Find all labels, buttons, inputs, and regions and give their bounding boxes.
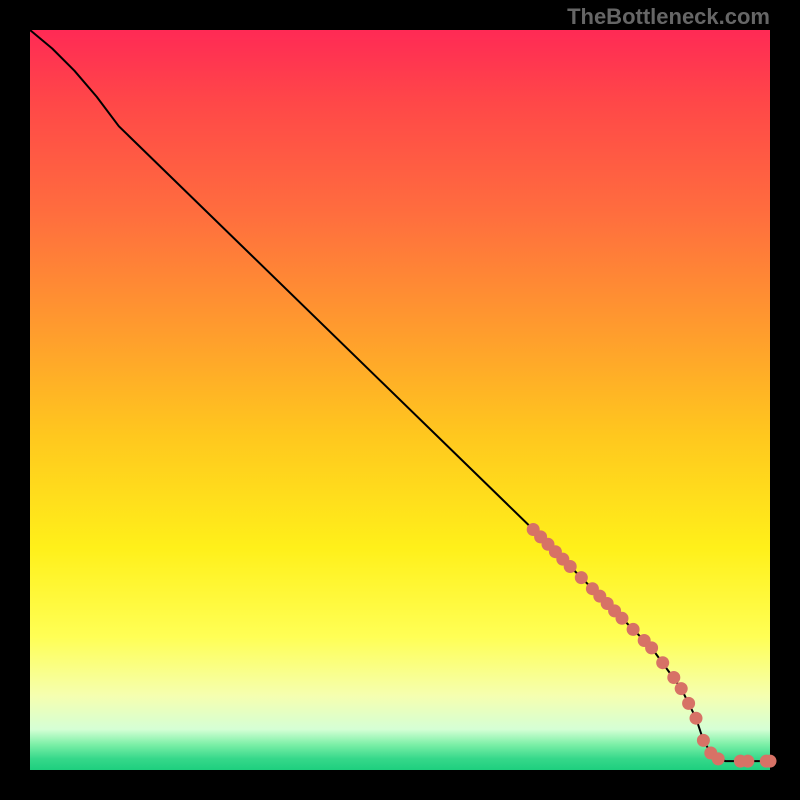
data-marker (667, 671, 680, 684)
data-marker (616, 612, 629, 625)
data-marker (675, 682, 688, 695)
bottleneck-curve (30, 30, 770, 761)
data-marker (575, 571, 588, 584)
data-marker (627, 623, 640, 636)
data-marker (697, 734, 710, 747)
chart-svg (0, 0, 800, 800)
data-marker (656, 656, 669, 669)
data-marker (741, 755, 754, 768)
data-markers (527, 523, 777, 768)
data-marker (564, 560, 577, 573)
data-marker (690, 712, 703, 725)
data-marker (682, 697, 695, 710)
watermark-text: TheBottleneck.com (567, 4, 770, 30)
data-marker (712, 752, 725, 765)
data-marker (764, 755, 777, 768)
data-marker (645, 641, 658, 654)
